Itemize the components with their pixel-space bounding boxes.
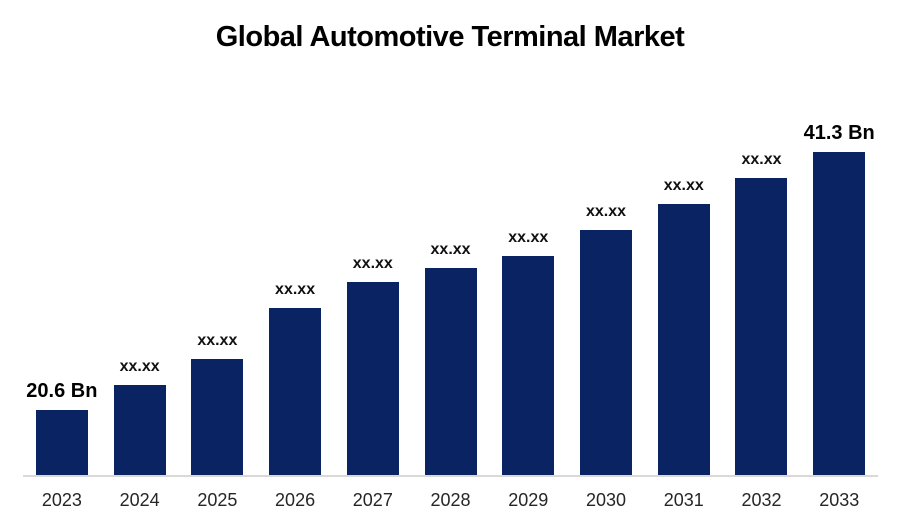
x-axis-label-2024: 2024: [119, 490, 160, 510]
x-axis-labels: 2023 2024 2025 2026 2027 2028 2029 2030 2031 2032…: [23, 477, 878, 525]
bar-value-label-2032: xx.xx: [741, 151, 782, 169]
bar-2027: [346, 282, 399, 475]
bar-value-label-2023: 20.6 Bn: [26, 380, 98, 402]
x-axis-label-2026: 2026: [275, 490, 316, 510]
bar-column-2028: xx.xx: [412, 241, 490, 475]
x-axis-label-2032: 2032: [741, 490, 782, 510]
bar-value-label-2029: xx.xx: [508, 229, 549, 247]
bar-2024: [113, 385, 166, 475]
bar-column-2025: xx.xx: [178, 332, 256, 475]
bar-2028: [424, 268, 477, 475]
bar-2029: [502, 256, 555, 475]
bar-2033: [813, 152, 866, 475]
bar-2025: [191, 359, 244, 475]
bar-value-label-2031: xx.xx: [663, 177, 704, 195]
x-axis-label-2030: 2030: [585, 490, 627, 510]
x-axis-label-2028: 2028: [430, 490, 471, 510]
bar-column-2031: xx.xx: [645, 177, 723, 475]
x-axis-label-2033: 2033: [819, 490, 860, 510]
bar-value-label-2028: xx.xx: [430, 241, 471, 259]
bar-column-2030: xx.xx: [567, 203, 645, 475]
bar-value-label-2024: xx.xx: [119, 358, 160, 376]
x-axis-label-2031: 2031: [663, 490, 704, 510]
bar-2026: [269, 308, 322, 475]
bar-2031: [657, 204, 710, 475]
bar-column-2026: xx.xx: [256, 281, 334, 475]
bar-column-2023: 20.6 Bn: [23, 380, 101, 475]
bar-value-label-2030: xx.xx: [585, 203, 627, 221]
chart-title: Global Automotive Terminal Market: [215, 21, 685, 53]
bar-column-2024: xx.xx: [101, 358, 179, 475]
x-axis-label-2029: 2029: [508, 490, 549, 510]
bar-2032: [735, 178, 788, 475]
bar-column-2027: xx.xx: [334, 255, 412, 475]
bar-column-2032: xx.xx: [723, 151, 801, 475]
x-axis-label-2023: 2023: [41, 490, 82, 510]
bar-column-2033: 41.3 Bn: [800, 122, 878, 475]
bar-value-label-2026: xx.xx: [275, 281, 316, 299]
bar-value-label-2033: 41.3 Bn: [803, 122, 875, 144]
bars-group: 20.6 Bn xx.xx xx.xx xx.xx xx.xx xx.xx xx.xx xx.…: [23, 45, 878, 475]
bar-value-label-2027: xx.xx: [352, 255, 393, 273]
bar-column-2029: xx.xx: [489, 229, 567, 475]
x-axis-line: [23, 475, 878, 477]
x-axis-label-2025: 2025: [197, 490, 238, 510]
plot-area: 20.6 Bn xx.xx xx.xx xx.xx xx.xx xx.xx xx.xx xx.…: [23, 0, 878, 525]
bar-2030: [580, 230, 632, 475]
x-axis-label-2027: 2027: [352, 490, 393, 510]
bar-2023: [35, 410, 88, 475]
bar-value-label-2025: xx.xx: [197, 332, 238, 350]
